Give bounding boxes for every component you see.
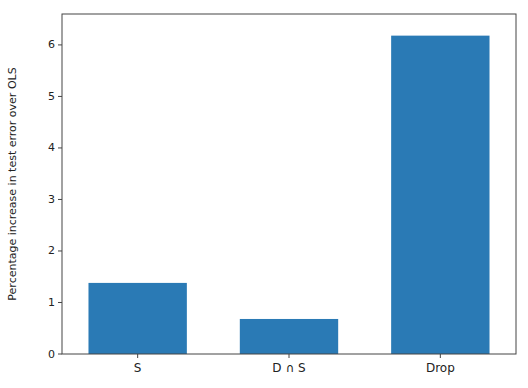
y-tick <box>58 199 62 200</box>
y-tick <box>58 354 62 355</box>
x-tick-label: Drop <box>426 361 455 375</box>
y-tick-label: 1 <box>48 296 55 309</box>
x-tick <box>289 354 290 358</box>
bars <box>88 36 489 354</box>
y-tick-label: 5 <box>48 90 55 103</box>
y-tick-label: 0 <box>48 348 55 361</box>
y-tick <box>58 147 62 148</box>
y-tick <box>58 302 62 303</box>
chart-svg: 0 1 2 3 4 5 6 S D ∩ S Drop Percentage increase in … <box>0 0 528 388</box>
bar <box>88 283 186 354</box>
bar <box>391 36 489 354</box>
y-tick-label: 6 <box>48 38 55 51</box>
y-tick-label: 4 <box>48 141 55 154</box>
x-tick <box>137 354 138 358</box>
x-tick-label: D ∩ S <box>272 361 305 375</box>
x-tick-label: S <box>134 361 142 375</box>
y-tick-label: 3 <box>48 193 55 206</box>
y-tick-label: 2 <box>48 244 55 257</box>
bar <box>240 319 338 354</box>
chart-container: 0 1 2 3 4 5 6 S D ∩ S Drop Percentage increase in … <box>0 0 528 388</box>
y-tick <box>58 96 62 97</box>
y-tick <box>58 250 62 251</box>
y-axis-label: Percentage increase in test error over O… <box>6 67 19 300</box>
x-tick <box>440 354 441 358</box>
plot-frame <box>62 14 516 354</box>
plot-area: 0 1 2 3 4 5 6 S D ∩ S Drop <box>48 14 516 375</box>
y-tick <box>58 44 62 45</box>
